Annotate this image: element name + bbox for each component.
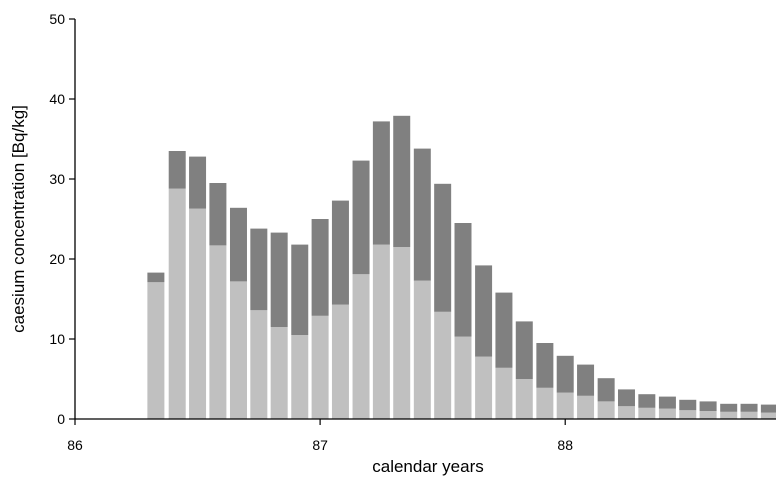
bar-lower-4 xyxy=(209,245,227,419)
y-tick-label-30: 30 xyxy=(49,171,65,187)
bar-upper-26 xyxy=(658,396,676,409)
y-axis-title: caesium concentration [Bq/kg] xyxy=(9,105,28,333)
bar-lower-11 xyxy=(352,274,370,419)
bar-upper-19 xyxy=(515,321,533,379)
x-tick-label-87: 87 xyxy=(312,437,328,453)
bar-lower-26 xyxy=(658,408,676,419)
bar-lower-17 xyxy=(475,356,493,419)
ticks-group: 0 10 20 30 40 50 86 87 88 xyxy=(49,11,573,453)
bar-upper-9 xyxy=(311,219,329,316)
bar-upper-15 xyxy=(434,183,452,312)
bar-upper-22 xyxy=(577,364,595,396)
y-tick-label-50: 50 xyxy=(49,11,65,27)
bar-lower-9 xyxy=(311,315,329,419)
bar-upper-31 xyxy=(760,404,776,413)
bar-lower-7 xyxy=(270,327,288,419)
bar-upper-11 xyxy=(352,160,370,275)
bar-upper-30 xyxy=(740,403,758,412)
bar-upper-7 xyxy=(270,232,288,327)
bar-lower-25 xyxy=(638,407,656,419)
bar-upper-3 xyxy=(189,156,207,209)
x-tick-label-88: 88 xyxy=(557,437,573,453)
bar-upper-6 xyxy=(250,228,268,311)
bar-upper-1 xyxy=(147,272,165,283)
bar-lower-31 xyxy=(760,412,776,419)
bar-upper-8 xyxy=(291,244,309,335)
bar-lower-2 xyxy=(168,188,186,419)
bar-lower-20 xyxy=(536,387,554,419)
bars-group xyxy=(147,115,776,419)
bar-lower-12 xyxy=(372,244,390,419)
x-tick-label-86: 86 xyxy=(67,437,83,453)
bar-upper-10 xyxy=(331,200,349,305)
bar-lower-27 xyxy=(679,410,697,419)
bar-lower-16 xyxy=(454,336,472,419)
bar-upper-14 xyxy=(413,148,431,281)
y-tick-label-20: 20 xyxy=(49,251,65,267)
bar-lower-24 xyxy=(617,406,635,419)
x-axis-title: calendar years xyxy=(372,457,484,476)
bar-upper-5 xyxy=(229,207,247,282)
bar-lower-15 xyxy=(434,311,452,419)
bar-lower-8 xyxy=(291,335,309,419)
bar-lower-14 xyxy=(413,280,431,419)
bar-lower-13 xyxy=(393,247,411,419)
bar-lower-3 xyxy=(189,208,207,419)
y-tick-label-40: 40 xyxy=(49,91,65,107)
bar-lower-28 xyxy=(699,411,717,419)
bar-upper-4 xyxy=(209,183,227,246)
bar-lower-22 xyxy=(577,395,595,419)
bar-upper-28 xyxy=(699,401,717,411)
bar-upper-16 xyxy=(454,223,472,337)
bar-lower-18 xyxy=(495,367,513,419)
bar-upper-13 xyxy=(393,115,411,247)
bar-lower-29 xyxy=(720,411,738,419)
bar-upper-21 xyxy=(556,355,574,393)
bar-lower-23 xyxy=(597,401,615,419)
bar-upper-29 xyxy=(720,403,738,412)
bar-upper-23 xyxy=(597,378,615,402)
bar-upper-24 xyxy=(617,389,635,407)
bar-upper-2 xyxy=(168,151,186,189)
bar-lower-6 xyxy=(250,310,268,419)
bar-lower-19 xyxy=(515,379,533,419)
bar-lower-30 xyxy=(740,411,758,419)
y-tick-label-0: 0 xyxy=(57,411,65,427)
bar-upper-25 xyxy=(638,394,656,408)
axes-group xyxy=(74,19,776,420)
bar-upper-17 xyxy=(475,265,493,357)
bar-upper-18 xyxy=(495,292,513,368)
bar-upper-12 xyxy=(372,121,390,245)
bar-lower-5 xyxy=(229,281,247,419)
bar-lower-10 xyxy=(331,304,349,419)
bar-lower-21 xyxy=(556,392,574,419)
y-tick-label-10: 10 xyxy=(49,331,65,347)
bar-upper-20 xyxy=(536,343,554,388)
bar-upper-27 xyxy=(679,399,697,411)
bar-lower-1 xyxy=(147,282,165,419)
